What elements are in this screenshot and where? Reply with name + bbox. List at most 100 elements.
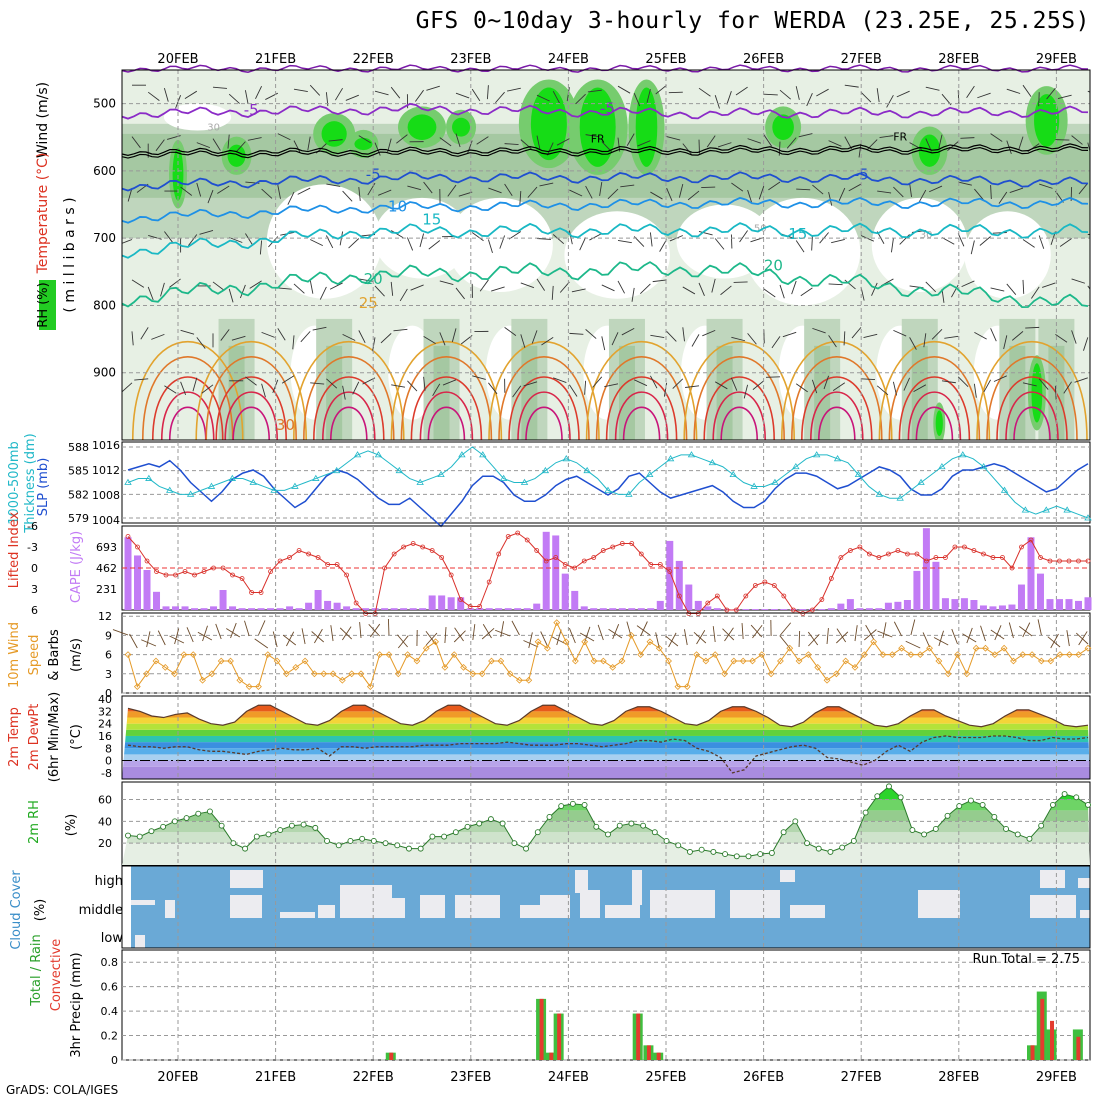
wind-barb (1025, 326, 1040, 329)
rh-marker (324, 838, 330, 844)
rh-band (122, 821, 1090, 833)
wind-barb-10m (579, 632, 595, 642)
rh-dry-patch (163, 103, 232, 131)
wind-barb (720, 285, 732, 296)
lifted-index-marker (391, 551, 397, 557)
wind-barb (255, 85, 263, 99)
lifted-index-marker (429, 548, 435, 553)
contour-label: FR (591, 133, 605, 146)
wind-barb (378, 189, 392, 196)
wind-barb (277, 184, 281, 199)
temp-tick: 24 (98, 718, 112, 731)
day-label-top: 27FEB (841, 52, 882, 67)
wind-barb (877, 190, 892, 194)
lifted-index-marker (1085, 558, 1091, 564)
wind-barb-10m (129, 633, 138, 649)
wind-barb (348, 238, 360, 249)
wind-barb-10m (169, 635, 185, 644)
thickness-marker (1042, 506, 1050, 513)
wind-speed-marker (488, 657, 495, 665)
rh-marker (1026, 835, 1033, 842)
thickness-marker (437, 470, 445, 478)
cape-bar (751, 609, 759, 610)
cape-bar (533, 603, 541, 610)
wind-barb (584, 380, 587, 395)
cloud-clear-cell (135, 935, 145, 948)
wind-barb-10m (877, 630, 893, 638)
cape-bar (238, 608, 246, 610)
cape-bar (856, 608, 864, 610)
warm-contour (303, 356, 395, 440)
slp-label: SLP (mb) (36, 458, 51, 517)
wind-barb (816, 88, 829, 97)
rh-dry-patch (564, 211, 670, 299)
wind-barb (828, 335, 837, 348)
wind-barb (358, 135, 372, 144)
lifted-index-marker (401, 544, 407, 550)
warm-contour (605, 376, 678, 440)
wind-barb (423, 181, 433, 194)
pressure-tick: 600 (93, 164, 116, 178)
cape-bar (1008, 604, 1016, 610)
cape-bar (267, 608, 275, 610)
day-label-bottom: 24FEB (548, 1070, 589, 1085)
wind-speed-marker (767, 670, 775, 678)
pressure-axis-unit: ( m i l l i b a r s ) (62, 197, 78, 312)
cloud-clear-cell (455, 895, 500, 918)
wind-barb (993, 375, 1007, 382)
rh-dry-patch (964, 211, 1051, 299)
cape-bar (314, 590, 322, 610)
wind-barb-10m (568, 627, 576, 644)
li-tick: -3 (27, 541, 38, 554)
pressure-tick: 500 (93, 97, 116, 111)
cape-bar (409, 608, 417, 610)
wind-barb (536, 278, 546, 291)
wind-barb (439, 332, 446, 346)
cloud-clear-cell (280, 912, 315, 918)
wind-barb (1011, 331, 1024, 341)
lifted-index-marker (163, 572, 169, 578)
wind-speed-marker (749, 657, 756, 665)
cape-bar (894, 601, 902, 610)
cape-bar (124, 537, 132, 610)
cape-bar (257, 608, 265, 610)
wind-barb (896, 90, 910, 98)
wind-barb-10m (684, 629, 688, 646)
cape-bar (371, 608, 379, 610)
wind-speed-marker (926, 644, 933, 652)
wind-barb (212, 281, 225, 291)
wind-barb (786, 137, 797, 149)
rh-band (122, 786, 1090, 800)
rh-column (326, 345, 343, 440)
thickness-marker (583, 466, 591, 474)
wind10-label-4: (m/s) (69, 638, 84, 672)
lifted-index-marker (943, 555, 948, 560)
rh-marker (675, 842, 682, 849)
wind-barb-10m (454, 627, 464, 642)
wind-speed-marker (478, 670, 486, 678)
rh-marker (253, 833, 260, 840)
wind-barb-10m (495, 629, 511, 637)
cape-bar (276, 608, 284, 610)
profile-frame (121, 69, 1091, 441)
wind-barb (342, 385, 346, 400)
day-label-top: 25FEB (645, 52, 686, 67)
warm-contour (1013, 406, 1051, 440)
thickness-marker (1000, 486, 1009, 493)
contour-label: FR (893, 131, 907, 144)
wind-barb (391, 384, 406, 388)
wind-barb (698, 282, 705, 296)
wind-speed-marker (627, 632, 635, 639)
wind-barb (122, 382, 133, 393)
rh-marker (171, 818, 178, 825)
warm-contour (131, 340, 244, 440)
cape-bar (400, 608, 408, 610)
wind-barb (127, 187, 133, 202)
lifted-index-marker (866, 551, 872, 557)
temp-tick: 32 (98, 705, 112, 718)
rh-marker (183, 815, 190, 821)
rh-marker (441, 833, 448, 840)
lifted-index-marker (667, 569, 673, 574)
thickness-marker (1021, 506, 1030, 513)
